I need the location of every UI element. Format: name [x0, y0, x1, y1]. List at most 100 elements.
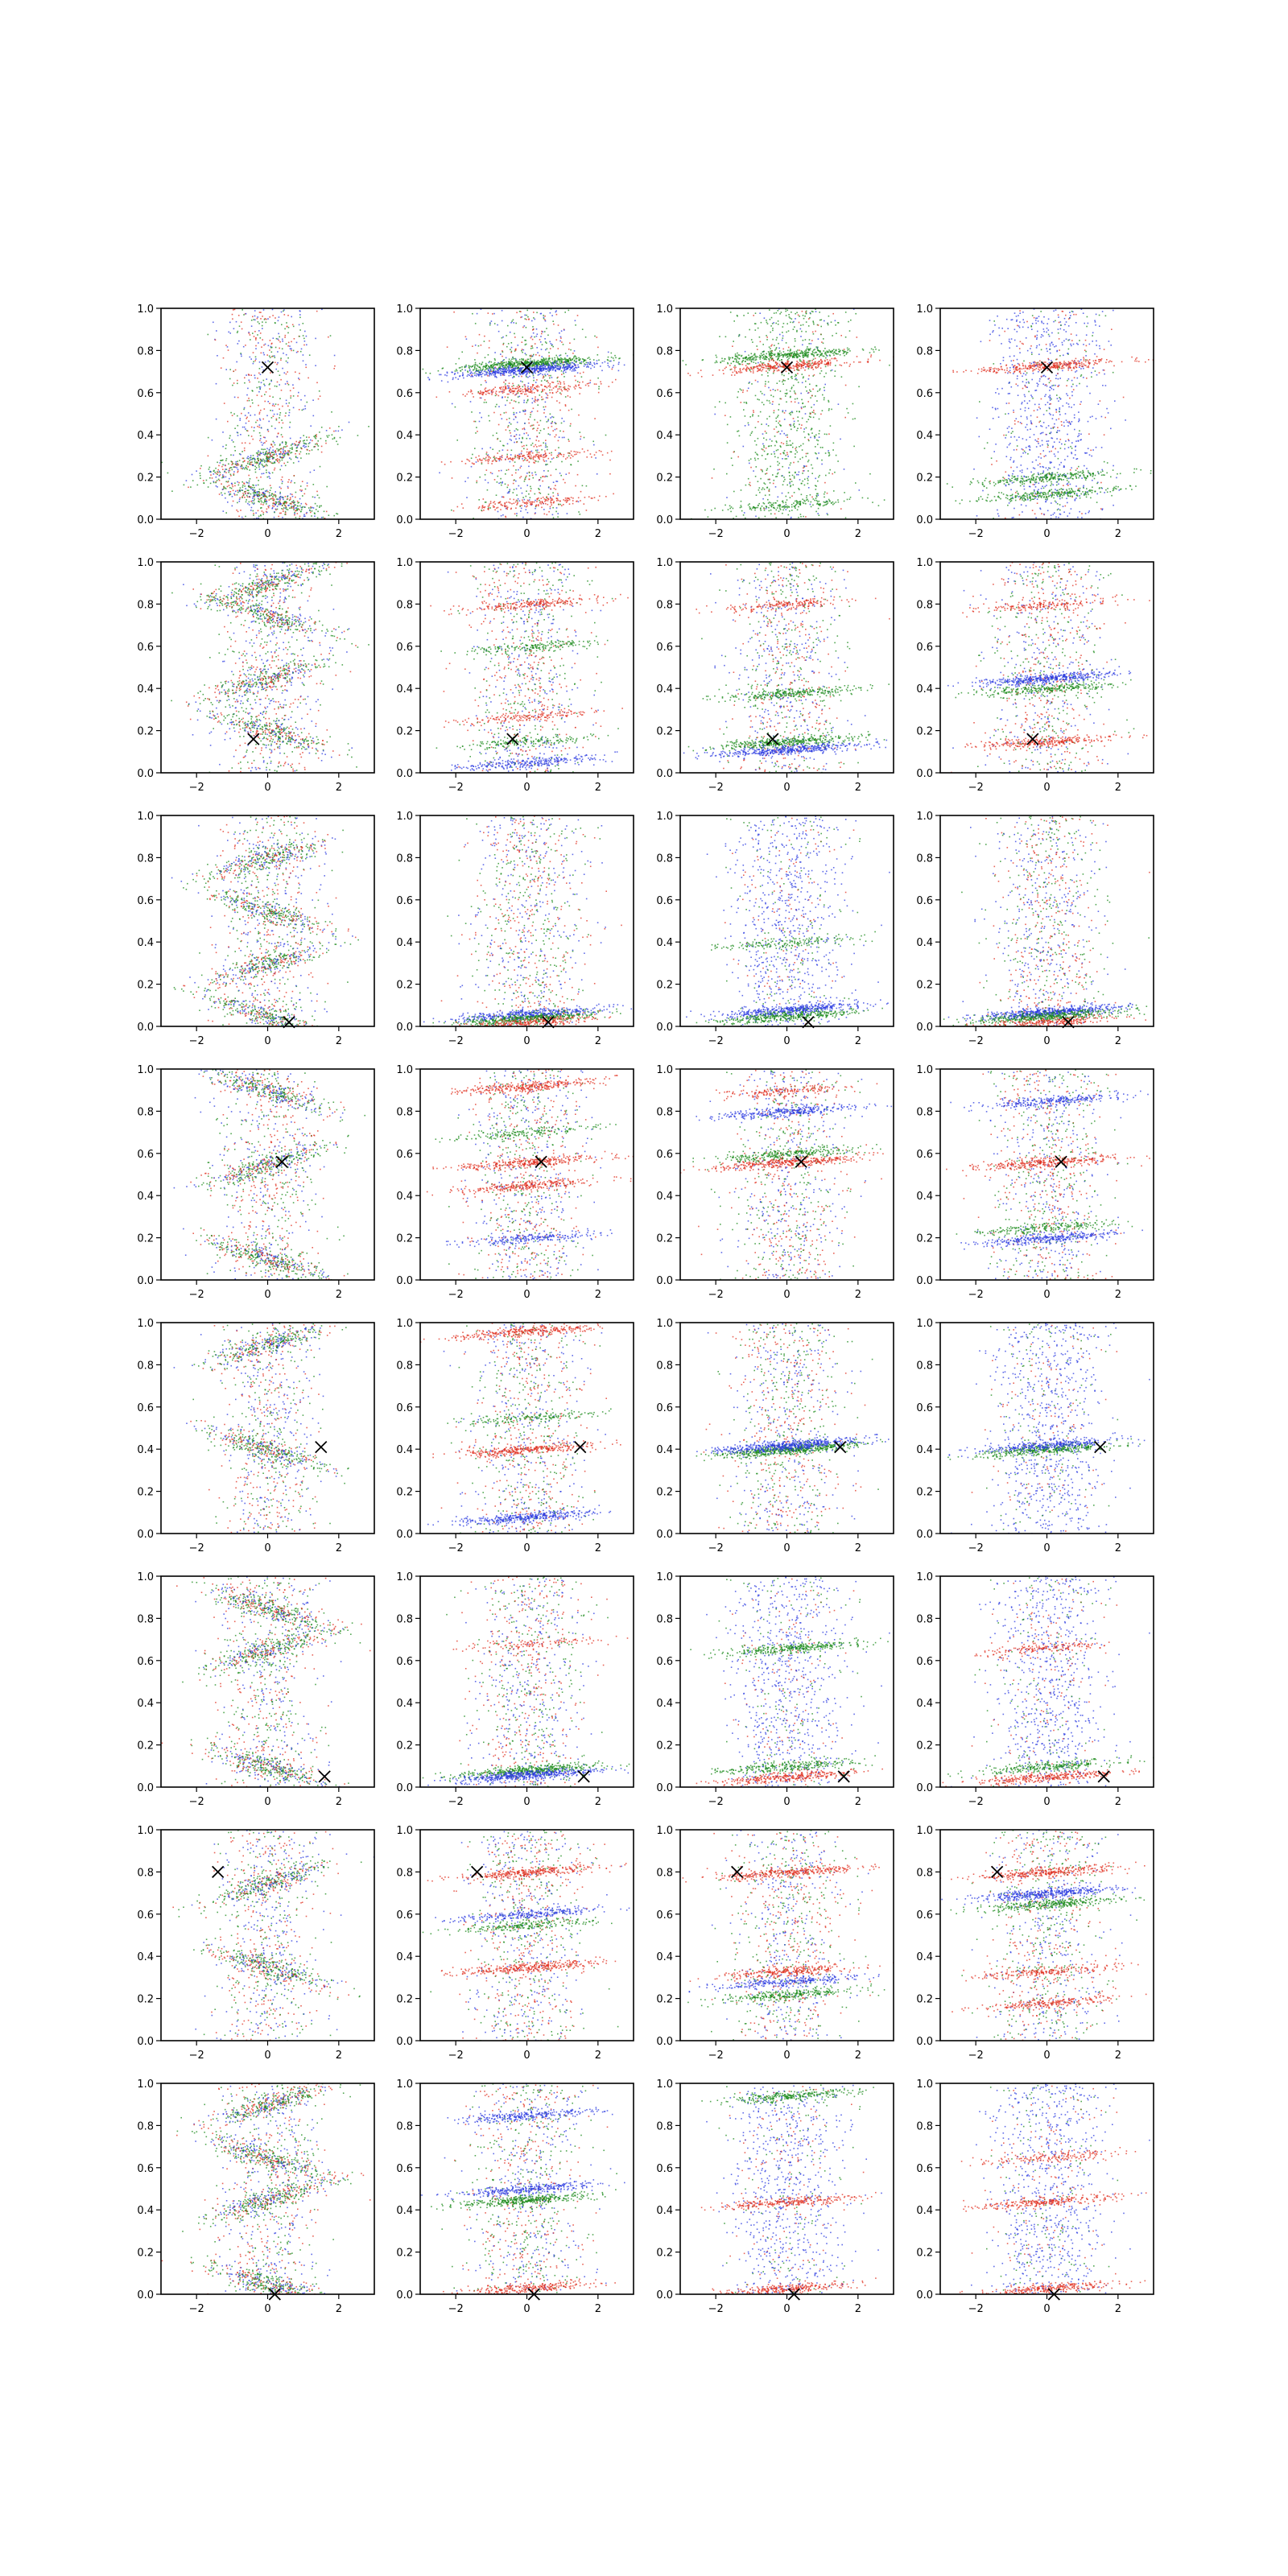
data-point — [554, 361, 555, 362]
data-point — [780, 446, 782, 448]
data-point — [510, 498, 511, 500]
data-point — [275, 502, 277, 503]
data-point — [539, 366, 540, 368]
data-point — [306, 453, 308, 455]
data-point — [490, 501, 492, 502]
data-point — [493, 369, 495, 370]
data-point — [472, 463, 473, 464]
data-point — [797, 427, 799, 429]
data-point — [547, 427, 549, 429]
data-point — [200, 468, 201, 469]
data-point — [793, 418, 795, 419]
data-point — [237, 425, 239, 427]
data-point — [236, 361, 237, 363]
data-point — [299, 498, 301, 500]
data-point — [299, 373, 300, 374]
data-point — [242, 328, 243, 330]
data-point — [531, 473, 533, 474]
data-point — [466, 338, 468, 340]
data-point — [538, 461, 539, 463]
data-point — [256, 461, 258, 463]
data-point — [552, 507, 554, 509]
data-point — [760, 341, 762, 343]
data-point — [234, 467, 236, 469]
data-point — [336, 513, 337, 514]
data-point — [277, 460, 279, 461]
data-point — [477, 370, 478, 372]
data-point — [320, 506, 321, 507]
data-point — [762, 402, 763, 403]
data-point — [221, 367, 222, 369]
data-point — [485, 382, 487, 383]
data-point — [261, 460, 262, 462]
data-point — [807, 495, 808, 497]
data-point — [575, 388, 576, 390]
data-point — [506, 469, 508, 471]
data-point — [273, 415, 275, 417]
data-point — [263, 309, 265, 311]
data-point — [250, 493, 252, 495]
data-point — [493, 369, 494, 370]
data-point — [465, 336, 467, 338]
data-point — [739, 334, 741, 336]
data-point — [526, 490, 527, 492]
data-point — [513, 368, 514, 369]
data-point — [813, 333, 815, 335]
data-point — [519, 500, 521, 502]
data-point — [574, 454, 576, 456]
data-point — [283, 509, 284, 510]
data-point — [824, 397, 825, 398]
data-point — [758, 415, 760, 417]
data-point — [316, 443, 318, 444]
data-point — [240, 510, 242, 511]
data-point — [265, 496, 266, 497]
data-point — [564, 383, 565, 385]
data-point — [266, 440, 267, 442]
data-point — [561, 330, 563, 332]
data-point — [315, 365, 316, 366]
data-point — [787, 454, 789, 456]
data-point — [279, 348, 280, 349]
data-point — [303, 323, 304, 324]
data-point — [300, 485, 302, 487]
data-point — [580, 500, 581, 502]
data-point — [578, 357, 580, 359]
data-point — [485, 374, 486, 375]
data-point — [795, 456, 796, 458]
data-point — [785, 311, 786, 312]
data-point — [466, 394, 468, 395]
data-point — [791, 312, 792, 313]
data-point — [305, 367, 307, 369]
data-point — [471, 366, 473, 368]
data-point — [510, 432, 511, 434]
data-point — [259, 388, 261, 390]
data-point — [304, 506, 306, 508]
data-point — [545, 393, 547, 394]
data-point — [614, 355, 616, 357]
data-point — [237, 502, 238, 504]
data-point — [220, 472, 221, 473]
data-point — [308, 507, 310, 509]
data-point — [316, 506, 318, 507]
data-point — [316, 311, 318, 312]
data-point — [572, 365, 574, 367]
data-point — [739, 436, 741, 437]
data-point — [263, 512, 265, 514]
data-point — [560, 383, 562, 385]
data-point — [250, 464, 252, 465]
data-point — [348, 520, 349, 522]
data-point — [272, 463, 274, 464]
data-point — [840, 439, 841, 440]
data-point — [503, 497, 505, 498]
data-point — [565, 458, 567, 460]
data-point — [835, 370, 836, 372]
data-point — [534, 387, 535, 389]
data-point — [190, 486, 192, 488]
data-point — [752, 415, 753, 417]
data-point — [521, 376, 522, 378]
data-point — [265, 344, 266, 345]
data-point — [532, 502, 534, 503]
data-point — [232, 496, 233, 497]
data-point — [469, 370, 471, 372]
data-point — [795, 376, 796, 378]
